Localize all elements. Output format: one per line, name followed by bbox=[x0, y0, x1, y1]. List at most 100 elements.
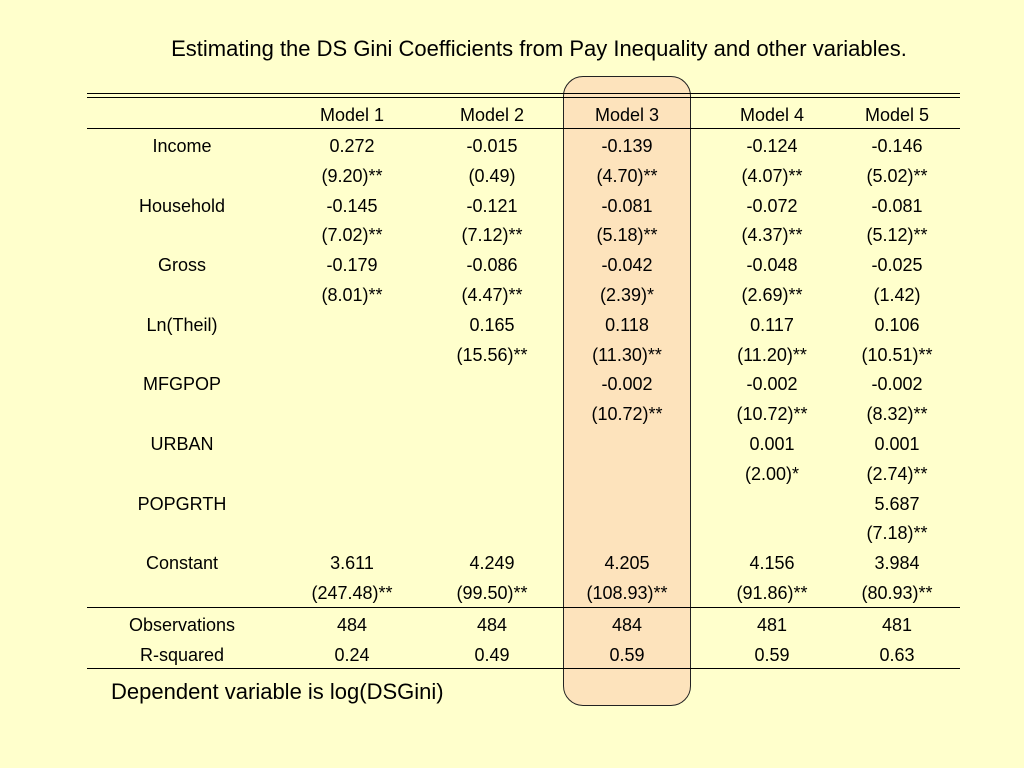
table-cell: -0.081 bbox=[871, 195, 923, 216]
summary-row: R-squared 0.24 0.49 0.59 0.59 0.63 bbox=[87, 640, 960, 670]
row-label bbox=[87, 340, 277, 370]
table-cell bbox=[432, 489, 552, 519]
table-cell: -0.002 bbox=[871, 374, 923, 395]
row-label bbox=[87, 161, 277, 191]
table-row: (7.02)** (7.12)** (5.18)** (4.37)** (5.12)** bbox=[87, 220, 960, 250]
table-cell: (2.39)* bbox=[599, 285, 655, 305]
row-label bbox=[87, 578, 277, 608]
table-cell bbox=[292, 310, 412, 340]
table-cell: (11.20)** bbox=[737, 344, 807, 365]
table-cell bbox=[432, 518, 552, 548]
header-rule bbox=[87, 128, 960, 129]
table-row: (9.20)** (0.49) (4.70)** (4.07)** (5.02)** bbox=[87, 161, 960, 191]
table-cell: -0.025 bbox=[871, 255, 923, 276]
table-bottom-rule bbox=[87, 668, 960, 669]
table-row: MFGPOP -0.002 -0.002 -0.002 bbox=[87, 369, 960, 399]
table-cell: -0.002 bbox=[746, 374, 798, 395]
table-row: Gross -0.179 -0.086 -0.042 -0.048 -0.025 bbox=[87, 250, 960, 280]
row-label: Income bbox=[152, 136, 212, 156]
table-cell: (4.37)** bbox=[741, 225, 803, 246]
table-cell: 0.106 bbox=[874, 314, 920, 335]
table-cell bbox=[292, 459, 412, 489]
table-cell: -0.139 bbox=[601, 136, 653, 156]
page-title: Estimating the DS Gini Coefficients from… bbox=[171, 36, 907, 61]
row-label: POPGRTH bbox=[137, 493, 227, 514]
table-cell bbox=[567, 459, 687, 489]
row-label bbox=[87, 280, 277, 310]
table-cell: 0.59 bbox=[609, 645, 645, 665]
table-cell bbox=[292, 399, 412, 429]
row-label bbox=[87, 399, 277, 429]
table-cell: 484 bbox=[476, 615, 508, 635]
table-cell bbox=[292, 369, 412, 399]
table-cell: (5.12)** bbox=[866, 225, 928, 246]
table-cell: (7.12)** bbox=[461, 225, 523, 246]
table-cell bbox=[567, 489, 687, 519]
header-row: Model 1 Model 2 Model 3 Model 4 Model 5 bbox=[87, 100, 960, 130]
table-cell bbox=[292, 518, 412, 548]
header-cell-blank bbox=[87, 100, 277, 130]
table-cell: (5.02)** bbox=[866, 165, 928, 186]
table-row: URBAN 0.001 0.001 bbox=[87, 429, 960, 459]
table-cell: -0.048 bbox=[746, 255, 798, 276]
table-cell: (99.50)** bbox=[456, 583, 528, 603]
table-cell: 0.24 bbox=[334, 645, 370, 665]
table-cell: 4.205 bbox=[604, 553, 650, 574]
table-row: (7.18)** bbox=[87, 518, 960, 548]
table-cell: (80.93)** bbox=[861, 583, 933, 603]
table-cell bbox=[432, 369, 552, 399]
table-top-rule-inner bbox=[87, 97, 960, 98]
table-cell: (1.42) bbox=[873, 285, 921, 305]
header-model-2: Model 2 bbox=[459, 105, 525, 125]
row-label bbox=[87, 220, 277, 250]
table-cell: -0.086 bbox=[466, 255, 518, 276]
table-cell: 0.001 bbox=[874, 434, 920, 454]
model-3-highlight-box bbox=[563, 76, 691, 706]
table-cell: -0.146 bbox=[871, 136, 923, 156]
table-top-rule bbox=[87, 93, 960, 94]
table-cell: (10.72)** bbox=[591, 404, 663, 425]
table-cell: (10.72)** bbox=[736, 404, 808, 425]
table-cell: (2.74)** bbox=[866, 463, 928, 484]
row-label: R-squared bbox=[139, 645, 225, 665]
table-cell: 0.59 bbox=[754, 645, 790, 665]
table-cell: 3.611 bbox=[330, 553, 374, 574]
table-cell: (11.30)** bbox=[592, 344, 662, 365]
table-cell: -0.124 bbox=[746, 136, 798, 156]
table-cell: (108.93)** bbox=[586, 583, 668, 603]
table-cell: (247.48)** bbox=[311, 583, 393, 603]
header-model-1: Model 1 bbox=[319, 105, 385, 125]
table-row: (15.56)** (11.30)** (11.20)** (10.51)** bbox=[87, 340, 960, 370]
table-cell: 0.118 bbox=[605, 314, 649, 335]
table-cell: 0.63 bbox=[879, 645, 915, 665]
table-cell: 3.984 bbox=[874, 553, 920, 574]
table-row: Household -0.145 -0.121 -0.081 -0.072 -0.081 bbox=[87, 191, 960, 221]
table-cell: 484 bbox=[336, 615, 368, 635]
table-cell bbox=[432, 429, 552, 459]
table-row: Constant 3.611 4.249 4.205 4.156 3.984 bbox=[87, 548, 960, 578]
stats-separator-rule bbox=[87, 607, 960, 608]
table-cell: (8.01)** bbox=[321, 285, 383, 305]
table-cell bbox=[712, 489, 832, 519]
row-label: Observations bbox=[128, 615, 236, 635]
row-label bbox=[87, 459, 277, 489]
table-cell: 481 bbox=[881, 615, 913, 635]
table-cell: (4.70)** bbox=[596, 165, 658, 186]
header-model-4: Model 4 bbox=[739, 105, 805, 125]
table-cell bbox=[432, 459, 552, 489]
table-row: (247.48)** (99.50)** (108.93)** (91.86)** (8… bbox=[87, 578, 960, 608]
dependent-variable-note: Dependent variable is log(DSGini) bbox=[111, 679, 444, 704]
table-cell: (10.51)** bbox=[861, 344, 933, 365]
table-cell: (4.07)** bbox=[741, 165, 803, 186]
table-cell: -0.042 bbox=[601, 255, 653, 276]
table-cell bbox=[292, 340, 412, 370]
table-cell: (8.32)** bbox=[866, 404, 928, 425]
table-cell bbox=[292, 429, 412, 459]
table-cell: (4.47)** bbox=[461, 285, 523, 305]
table-row: Income 0.272 -0.015 -0.139 -0.124 -0.146 bbox=[87, 131, 960, 161]
table-cell: 0.49 bbox=[474, 645, 510, 665]
table-row: (2.00)* (2.74)** bbox=[87, 459, 960, 489]
summary-row: Observations 484 484 484 481 481 bbox=[87, 610, 960, 640]
table-cell: 0.165 bbox=[469, 314, 515, 335]
header-model-3: Model 3 bbox=[594, 105, 660, 125]
